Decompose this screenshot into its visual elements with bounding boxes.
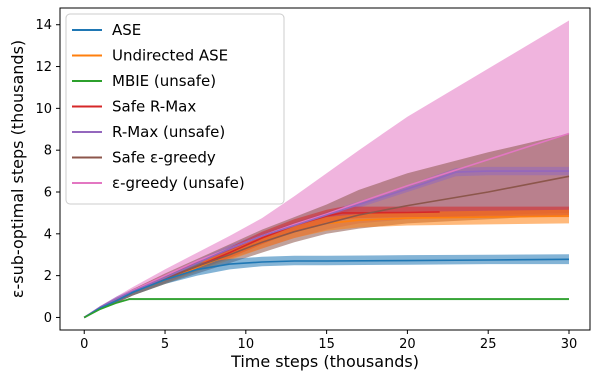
legend: ASE Undirected ASE MBIE (unsafe) Safe R-Max… <box>65 13 285 205</box>
y-tick-label: 14 <box>35 18 52 33</box>
line-mbie-unsafe <box>83 298 569 319</box>
legend-label-mbie-unsafe: MBIE (unsafe) <box>112 72 216 90</box>
line-r-max-unsafe <box>83 170 569 319</box>
x-tick-label: 20 <box>399 337 416 352</box>
y-tick-label: 0 <box>44 311 52 326</box>
series-lines <box>83 132 570 319</box>
line-ase <box>83 258 570 319</box>
legend-entries: ASE Undirected ASE MBIE (unsafe) Safe R-Max… <box>72 21 245 192</box>
band-mbie-unsafe <box>84 298 569 318</box>
y-tick-label: 4 <box>44 227 52 242</box>
band-ase <box>84 254 569 318</box>
band-epsilon-greedy-unsafe <box>84 20 569 318</box>
x-axis-ticks: 0 5 10 15 20 25 30 <box>80 330 577 352</box>
x-tick-label: 0 <box>80 337 88 352</box>
legend-label-safe-epsilon-greedy: Safe ε-greedy <box>112 149 216 167</box>
y-tick-label: 10 <box>35 102 52 117</box>
x-tick-label: 15 <box>318 337 335 352</box>
legend-label-undirected-ase: Undirected ASE <box>112 47 228 65</box>
axes-frame <box>59 7 591 331</box>
y-tick-label: 8 <box>44 144 52 159</box>
x-tick-label: 30 <box>561 337 578 352</box>
y-axis-label: ε-sub-optimal steps (thousands) <box>8 40 27 298</box>
x-axis-label: Time steps (thousands) <box>230 352 419 371</box>
x-tick-label: 25 <box>480 337 497 352</box>
y-axis-ticks: 0 2 4 6 8 10 12 14 <box>35 18 60 326</box>
x-tick-label: 5 <box>161 337 169 352</box>
confidence-bands <box>84 20 569 318</box>
y-tick-label: 2 <box>44 269 52 284</box>
legend-box <box>65 13 285 205</box>
legend-label-safe-r-max: Safe R-Max <box>112 98 196 116</box>
legend-label-epsilon-greedy-unsafe: ε-greedy (unsafe) <box>112 174 245 192</box>
x-tick-label: 10 <box>238 337 255 352</box>
y-tick-label: 6 <box>44 186 52 201</box>
y-tick-label: 12 <box>35 60 52 75</box>
legend-label-r-max-unsafe: R-Max (unsafe) <box>112 123 225 141</box>
band-undirected-ase <box>84 209 569 318</box>
legend-label-ase: ASE <box>112 21 141 39</box>
plot-area <box>83 20 570 319</box>
